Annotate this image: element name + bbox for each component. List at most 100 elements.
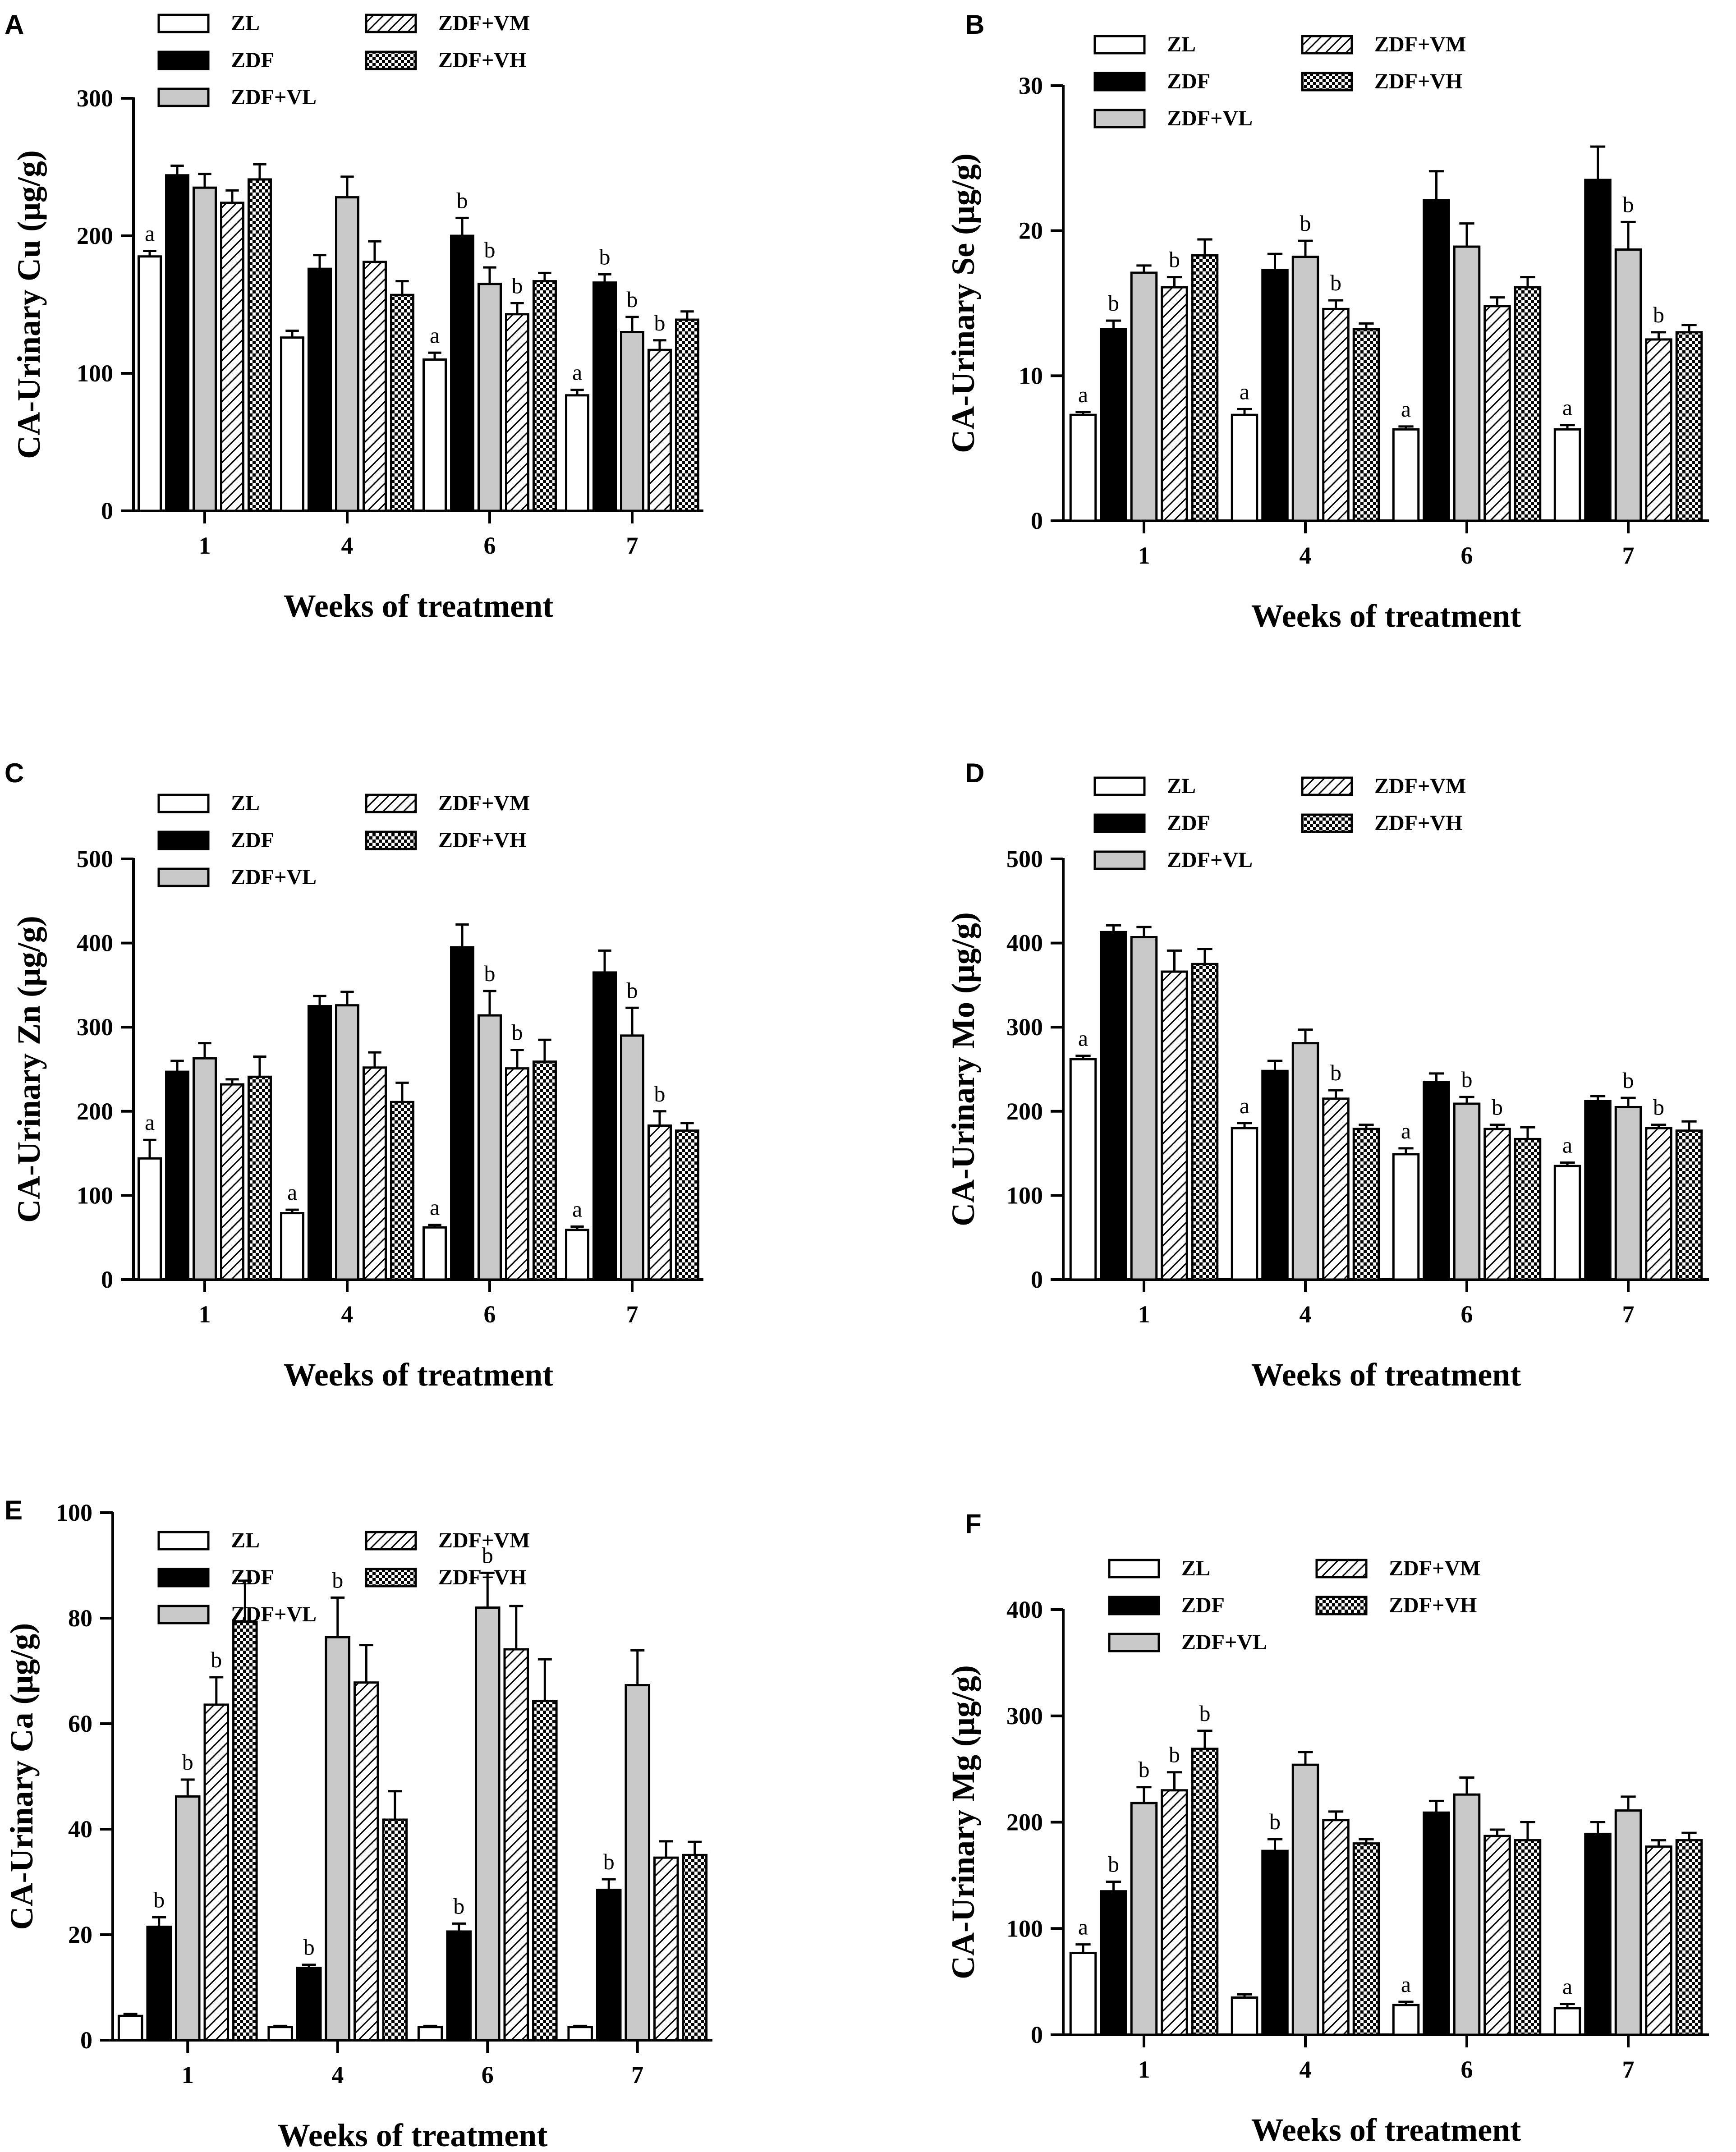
significance-label: a [572, 360, 582, 385]
bar-zdf-vh-week-4 [1352, 328, 1380, 522]
significance-label: b [599, 244, 611, 269]
significance-label: b [303, 1935, 315, 1960]
x-tick-label: 6 [484, 1301, 496, 1328]
significance-label: b [1492, 1095, 1503, 1120]
bar-zdf-vm-week-7 [1645, 1845, 1672, 2036]
legend-swatch-zdf-vm [365, 794, 417, 813]
bar-zdf-vh-week-1 [232, 1620, 258, 2042]
x-tick-label: 1 [1138, 1301, 1150, 1328]
legend-swatch-zdf-vm [1301, 35, 1353, 55]
significance-label: b [484, 237, 496, 262]
bar-zdf-vh-week-1 [247, 178, 272, 512]
x-axis-title: Weeks of treatment [1251, 1357, 1521, 1393]
legend-swatch-zl [157, 794, 210, 813]
bar-zdf-week-7 [1584, 1100, 1612, 1281]
bar-zl-week-4 [280, 336, 305, 512]
legend-label: ZL [231, 791, 260, 815]
bar-zdf-vh-week-6 [1514, 286, 1542, 522]
x-tick-label: 6 [484, 532, 496, 559]
y-tick-label: 500 [1006, 845, 1043, 872]
bar-zdf-week-4 [1261, 269, 1289, 522]
bar-zdf-vl-week-7 [620, 331, 644, 512]
bar-zdf-vm-week-6 [1483, 305, 1511, 522]
bar-zdf-vl-week-1 [193, 186, 217, 512]
significance-label: b [1199, 1701, 1210, 1726]
x-axis-title: Weeks of treatment [284, 588, 554, 624]
bar-zdf-week-7 [592, 281, 617, 512]
bar-zdf-vl-week-7 [1614, 1106, 1642, 1281]
bar-zdf-vl-week-6 [474, 1606, 501, 2042]
x-tick-label: 7 [1622, 1301, 1635, 1328]
x-tick-label: 1 [199, 532, 211, 559]
significance-label: b [1300, 211, 1311, 236]
y-tick-label: 200 [1006, 1098, 1043, 1125]
y-axis-title: CA-Urinary Mg (μg/g) [945, 1665, 981, 1979]
significance-label: b [654, 310, 665, 335]
bar-zl-week-7 [1553, 1165, 1581, 1281]
significance-label: b [1330, 1060, 1341, 1085]
chart-panel-a: A ZL ZDF ZDF+VL ZDF+VM ZDF+VH 0 100 200 300 CA-Uri… [5, 9, 703, 624]
y-tick-label: 20 [1019, 217, 1043, 244]
bar-zl-week-1 [1069, 1951, 1097, 2036]
bar-zdf-vl-week-1 [175, 1795, 201, 2042]
legend-label: ZDF+VH [438, 828, 526, 852]
x-tick-label: 4 [341, 532, 354, 559]
bar-zdf-vh-week-6 [532, 280, 557, 512]
legend-swatch-zdf-vl [157, 87, 210, 107]
y-tick-label: 400 [1006, 930, 1043, 957]
bar-zdf-vh-week-1 [1191, 963, 1219, 1281]
legend-label: ZDF+VL [1167, 848, 1253, 872]
legend-swatch-zdf-vl [1093, 850, 1146, 870]
bar-zdf-vh-week-7 [675, 1129, 699, 1281]
bar-zdf-vh-week-6 [1514, 1839, 1542, 2036]
bar-zdf-vl-week-7 [620, 1034, 644, 1281]
bar-zdf-vm-week-1 [1161, 286, 1188, 522]
bar-zl-week-6 [423, 1226, 447, 1281]
significance-label: b [484, 961, 496, 986]
bar-zdf-vl-week-7 [625, 1684, 651, 2042]
bar-zl-week-1 [1069, 413, 1097, 522]
significance-label: a [430, 322, 440, 348]
legend-swatch-zdf-vl [1108, 1633, 1160, 1652]
y-tick-label: 400 [1006, 1596, 1043, 1623]
x-tick-label: 6 [1461, 542, 1473, 569]
chart-panel-b: B ZL ZDF ZDF+VL ZDF+VM ZDF+VH 0 10 20 30 CA-Urinar… [945, 9, 1709, 634]
bar-zdf-week-1 [1100, 931, 1127, 1281]
significance-label: b [211, 1647, 222, 1672]
legend-label: ZDF+VH [438, 1565, 526, 1589]
bar-zdf-week-6 [1423, 1080, 1450, 1281]
bar-zdf-week-1 [1100, 328, 1127, 522]
bar-zdf-vm-week-7 [1645, 1127, 1672, 1281]
bar-zl-week-6 [1392, 2004, 1420, 2036]
bar-zdf-vm-week-4 [1322, 1819, 1350, 2036]
bar-zdf-week-6 [446, 1930, 472, 2042]
bar-zdf-vm-week-1 [203, 1703, 230, 2042]
significance-label: a [1562, 1133, 1572, 1158]
legend-label: ZDF+VM [438, 11, 530, 35]
bar-zdf-vl-week-1 [1130, 1802, 1158, 2036]
chart-panel-e: EZLZDFZDF+VLZDF+VMZDF+VH020406080100CA-U… [4, 1495, 712, 2152]
panel-letter: E [5, 1495, 23, 1525]
legend-swatch-zdf-vh [1315, 1596, 1368, 1615]
legend-swatch-zdf-vh [365, 831, 417, 850]
significance-label: b [482, 1542, 493, 1568]
bar-zdf-vm-week-4 [362, 1066, 387, 1281]
legend-swatch-zdf [1093, 813, 1146, 833]
bar-zdf-vh-week-7 [682, 1854, 708, 2042]
bar-zl-week-4 [1231, 413, 1258, 522]
bar-zdf-vh-week-7 [1675, 331, 1703, 522]
bar-zdf-vh-week-7 [675, 318, 699, 512]
bar-zl-week-7 [1553, 2007, 1581, 2036]
legend-swatch-zdf [157, 50, 210, 70]
bar-zl-week-1 [117, 2014, 143, 2042]
bar-zdf-vm-week-7 [647, 349, 672, 512]
bar-zdf-vh-week-4 [390, 294, 414, 512]
significance-label: a [1401, 1972, 1411, 1997]
significance-label: b [1653, 1095, 1664, 1120]
y-tick-label: 30 [1019, 72, 1043, 99]
legend-label: ZL [1167, 774, 1196, 798]
bar-zdf-vm-week-1 [220, 202, 244, 512]
x-tick-label: 4 [1300, 542, 1312, 569]
bar-zdf-vm-week-4 [1322, 307, 1350, 522]
